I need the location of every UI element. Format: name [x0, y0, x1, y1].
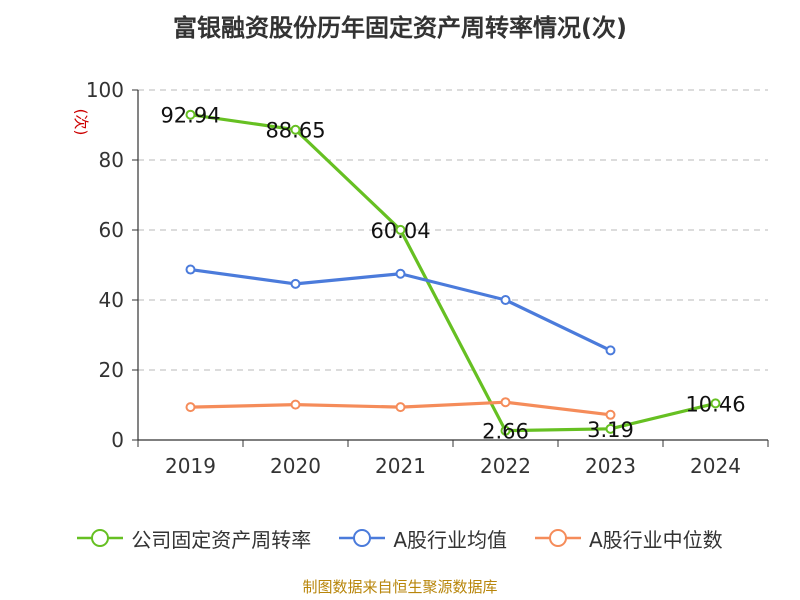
data-point	[500, 397, 511, 408]
legend-item-industry-median[interactable]: A股行业中位数	[535, 524, 723, 553]
y-axis-label: (次)	[72, 109, 90, 136]
data-point	[185, 109, 196, 120]
chart-title: 富银融资股份历年固定资产周转率情况(次)	[173, 14, 627, 42]
y-tick-label: 40	[99, 288, 124, 312]
data-label: 10.46	[685, 392, 745, 416]
data-point	[395, 268, 406, 279]
y-tick-label: 100	[86, 78, 124, 102]
series-line-1	[190, 267, 612, 352]
data-label: 88.65	[265, 119, 325, 143]
x-tick-label: 2022	[480, 454, 531, 478]
legend-label-company: 公司固定资产周转率	[131, 527, 312, 552]
grid-lines	[138, 89, 768, 371]
series-line-0	[190, 113, 716, 433]
data-point	[500, 295, 511, 305]
data-point	[395, 224, 406, 235]
data-point	[290, 124, 301, 135]
source-note: 制图数据来自恒生聚源数据库	[302, 578, 498, 596]
legend: 公司固定资产周转率 A股行业均值 A股行业中位数	[0, 518, 800, 558]
x-tick-label: 2024	[690, 454, 741, 478]
legend-item-company[interactable]: 公司固定资产周转率	[77, 524, 311, 553]
data-point	[290, 278, 301, 289]
x-tick-label: 2019	[165, 454, 216, 478]
data-point	[605, 345, 616, 356]
legend-label-industry-median: A股行业中位数	[589, 527, 723, 552]
legend-line-industry-median-icon	[535, 529, 581, 547]
y-tick-label: 20	[99, 358, 124, 382]
data-point	[605, 409, 616, 420]
data-labels: 92.94 88.65 60.04 2.66 3.19 10.46	[160, 104, 745, 444]
data-label: 60.04	[370, 219, 430, 243]
data-point	[185, 264, 196, 275]
x-tick-label: 2021	[375, 454, 426, 478]
x-tick-label: 2020	[270, 454, 321, 478]
y-tick-label: 80	[99, 148, 124, 172]
data-point	[395, 402, 406, 413]
y-tick-label: 0	[111, 428, 124, 452]
legend-line-industry-avg-icon	[339, 529, 386, 547]
legend-line-company-icon	[77, 529, 124, 547]
axes: 0 20 40 60 80 100 2019 2020 2021 2022 2023 2024	[86, 78, 769, 478]
data-point	[605, 423, 616, 434]
data-point	[710, 398, 721, 409]
data-label: 2.66	[482, 420, 529, 444]
x-tick-label: 2023	[585, 454, 636, 478]
y-tick-label: 60	[99, 218, 124, 242]
series-lines	[185, 109, 721, 436]
data-label: 92.94	[160, 104, 220, 128]
data-point	[500, 425, 511, 436]
data-label: 3.19	[587, 418, 634, 442]
legend-label-industry-avg: A股行业均值	[393, 527, 507, 552]
legend-item-industry-avg[interactable]: A股行业均值	[339, 524, 507, 553]
data-point	[185, 402, 196, 413]
data-point	[290, 399, 301, 410]
